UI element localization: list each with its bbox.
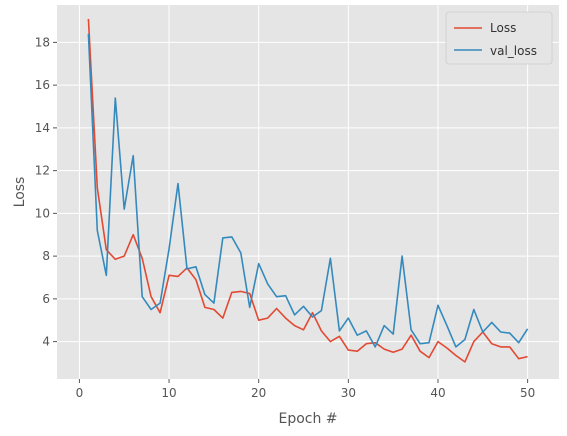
y-tick-label: 10 [35,206,50,220]
grid-lines [57,5,559,379]
legend-box [445,11,553,65]
y-tick-label: 16 [35,78,50,92]
series-line-loss [87,18,528,363]
series-line-val-loss [87,33,529,348]
legend-label-val-loss: val_loss [490,44,537,58]
x-axis-label: Epoch # [278,411,337,427]
y-tick-label: 8 [42,249,50,263]
axis-ticks: 0 10 20 30 40 50 4 6 8 10 12 14 16 18 [35,35,536,400]
x-tick-label: 40 [430,386,445,400]
y-tick-label: 14 [35,121,50,135]
y-tick-label: 4 [42,335,50,349]
legend-label-loss: Loss [490,21,516,35]
x-tick-label: 20 [251,386,266,400]
x-tick-label: 50 [520,386,535,400]
y-tick-label: 18 [35,35,50,49]
x-tick-label: 0 [76,386,84,400]
x-tick-label: 10 [161,386,176,400]
x-tick-label: 30 [341,386,356,400]
series-lines [87,18,529,363]
y-tick-label: 12 [35,164,50,178]
legend: Loss val_loss [445,11,553,65]
y-axis-label: Loss [12,177,28,208]
y-tick-label: 6 [42,292,50,306]
plot-area [57,5,559,379]
